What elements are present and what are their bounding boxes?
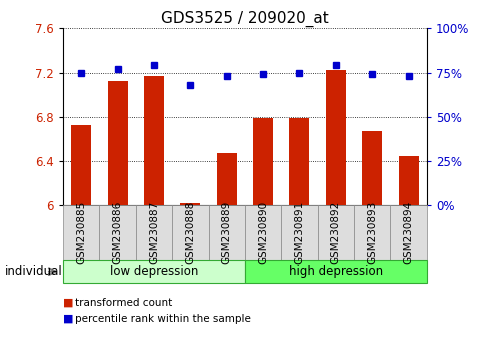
Bar — [289, 118, 309, 205]
Text: GSM230894: GSM230894 — [403, 201, 413, 264]
Text: GSM230889: GSM230889 — [221, 201, 231, 264]
Text: GSM230891: GSM230891 — [294, 201, 304, 264]
Bar — [325, 70, 345, 205]
Text: GSM230887: GSM230887 — [149, 201, 159, 264]
Bar — [253, 118, 272, 205]
Text: GSM230886: GSM230886 — [112, 201, 122, 264]
Bar — [216, 153, 236, 205]
Text: GSM230893: GSM230893 — [366, 201, 377, 264]
Bar — [180, 203, 200, 205]
Text: transformed count: transformed count — [75, 298, 172, 308]
Text: GSM230885: GSM230885 — [76, 201, 86, 264]
Text: GSM230888: GSM230888 — [185, 201, 195, 264]
Text: ■: ■ — [63, 298, 74, 308]
Bar — [398, 155, 418, 205]
Bar — [362, 131, 381, 205]
Bar — [107, 81, 127, 205]
Text: individual: individual — [5, 265, 62, 278]
Text: high depression: high depression — [288, 265, 382, 278]
Text: percentile rank within the sample: percentile rank within the sample — [75, 314, 251, 324]
Text: ■: ■ — [63, 314, 74, 324]
Text: GSM230892: GSM230892 — [330, 201, 340, 264]
Title: GDS3525 / 209020_at: GDS3525 / 209020_at — [161, 11, 328, 27]
Text: low depression: low depression — [109, 265, 198, 278]
Bar — [144, 76, 164, 205]
Text: GSM230890: GSM230890 — [257, 201, 268, 264]
Bar — [71, 125, 91, 205]
